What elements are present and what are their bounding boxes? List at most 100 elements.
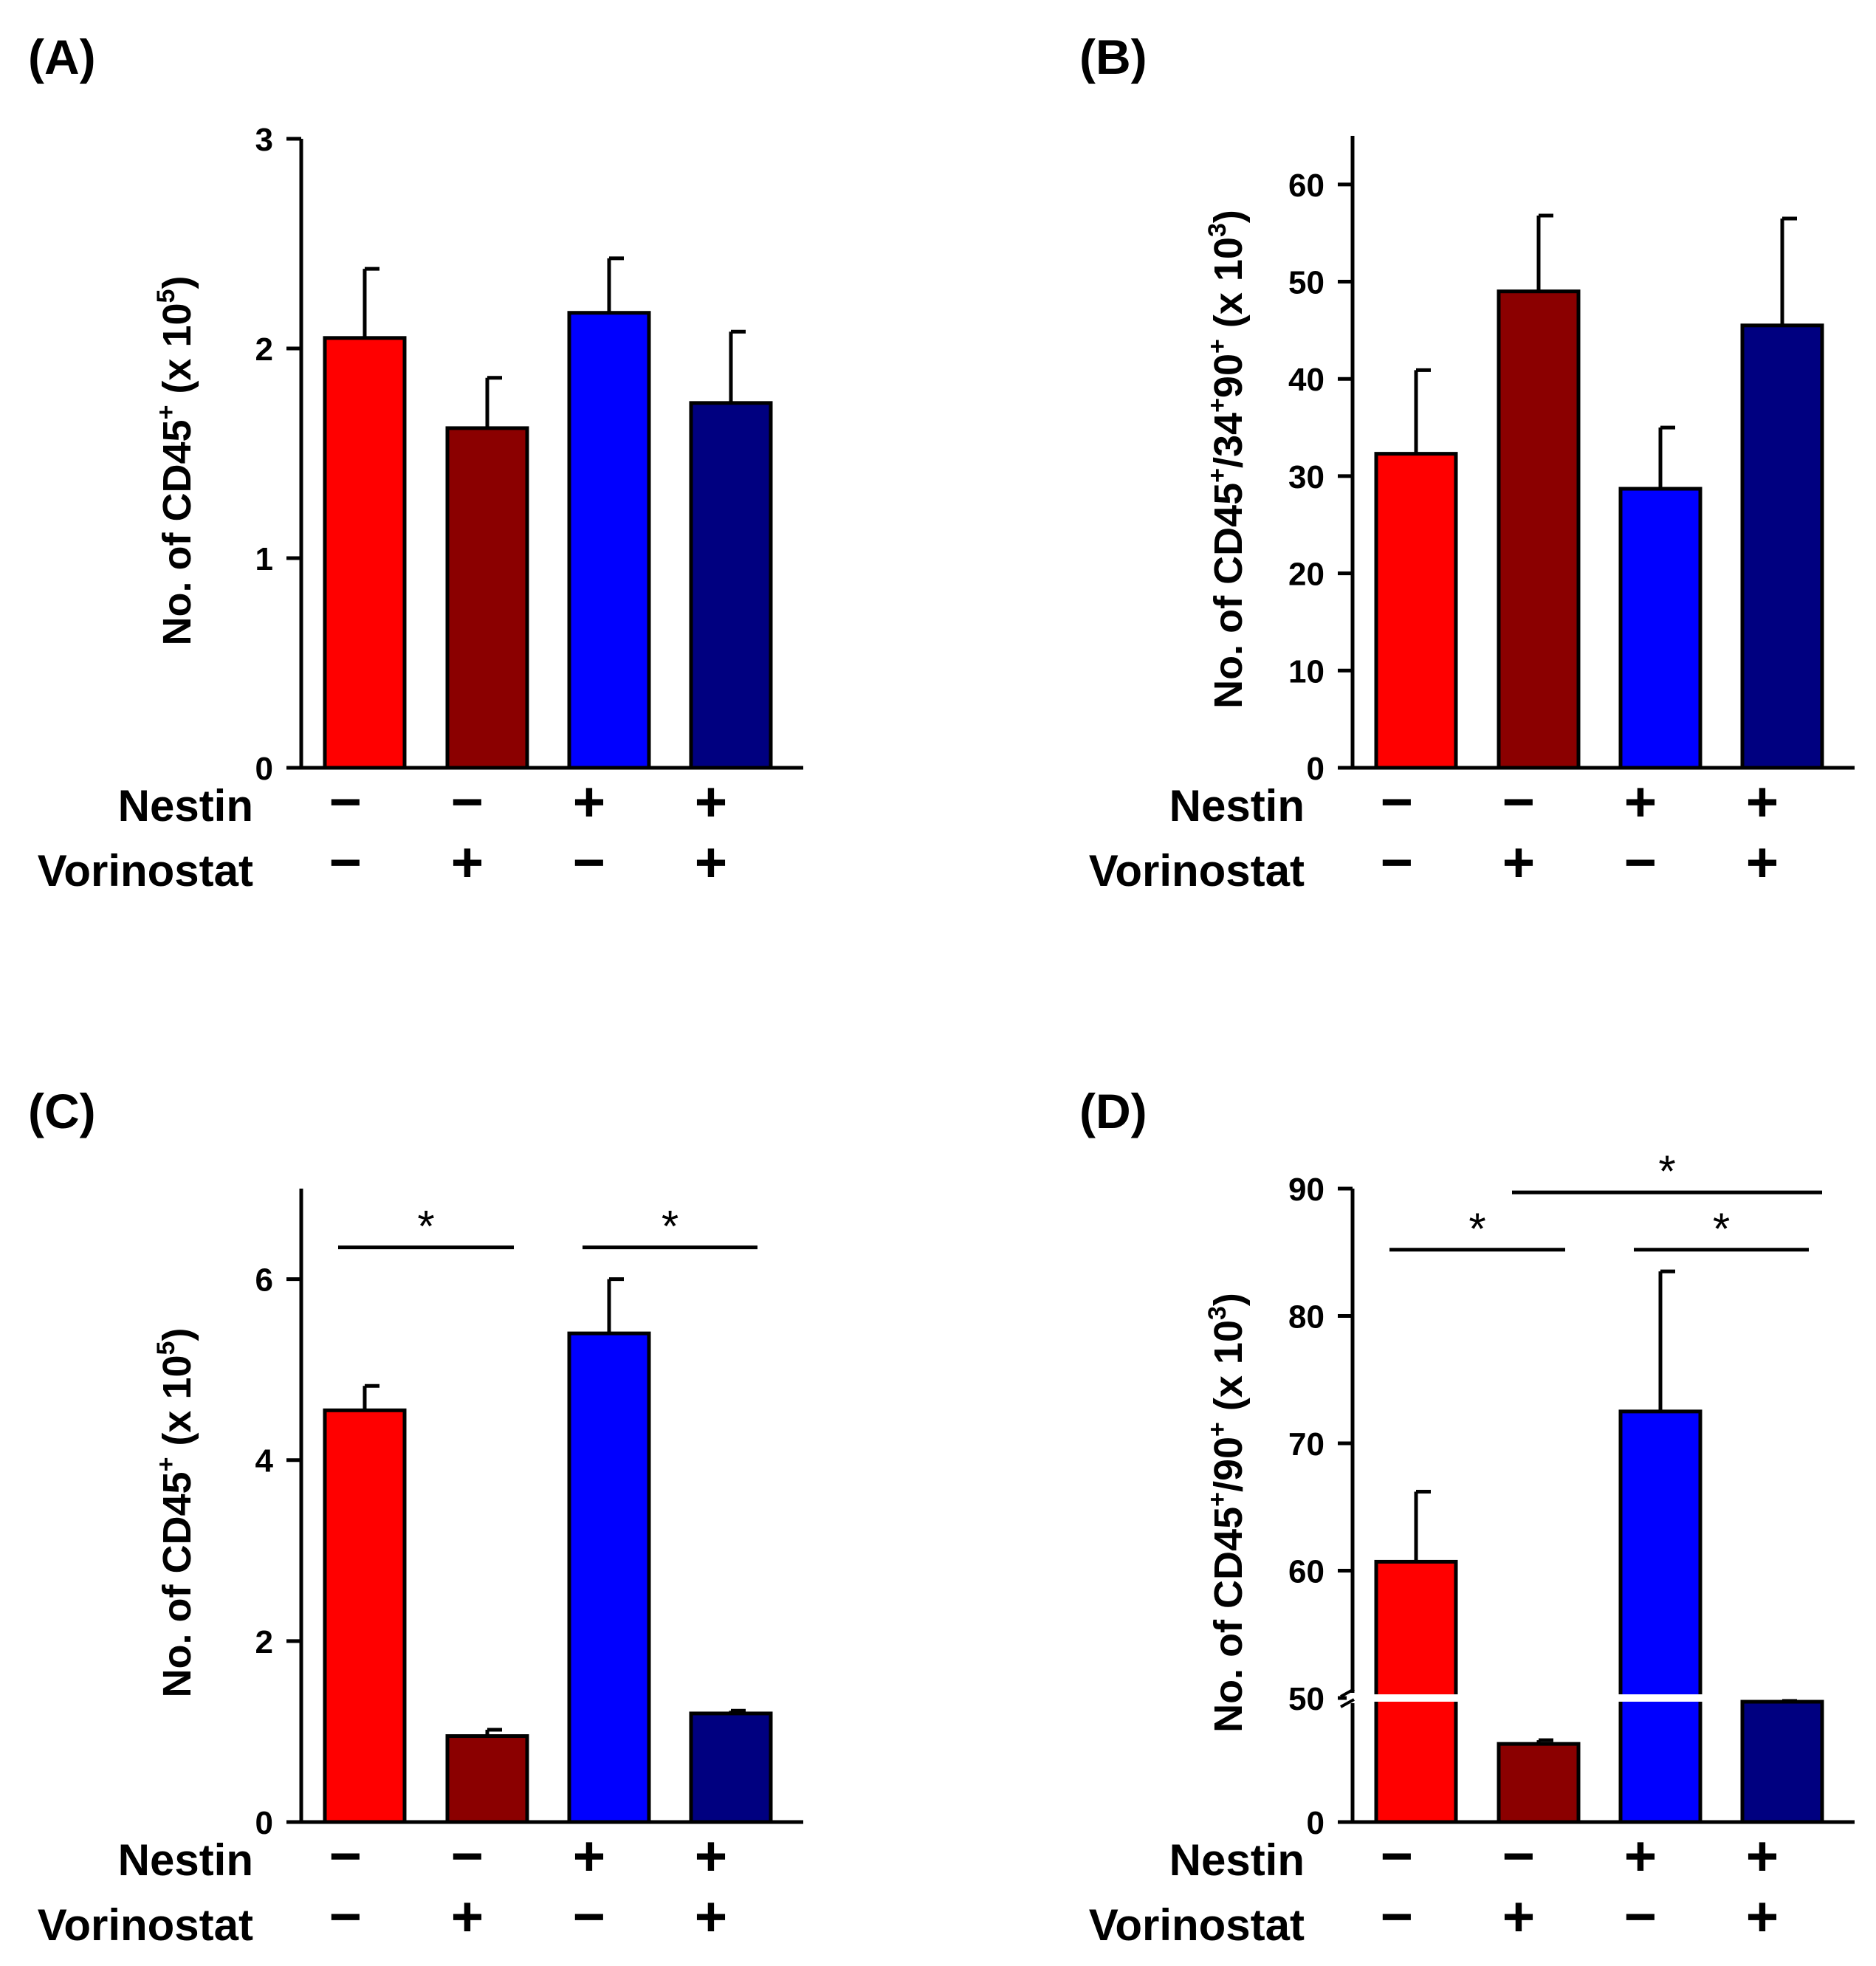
- y-axis-label-part: No. of CD45: [155, 419, 199, 645]
- vorinostat-sign: −: [1624, 1886, 1657, 1948]
- row-label-nestin: Nestin: [118, 781, 253, 831]
- bar: [1740, 323, 1824, 770]
- significance-star: *: [1658, 1147, 1675, 1196]
- y-axis-label-part: (x 10: [155, 303, 199, 405]
- y-axis-label-part: ): [155, 276, 199, 289]
- nestin-sign: +: [1746, 1825, 1779, 1888]
- y-axis-label-superscript: +: [1203, 1422, 1231, 1437]
- bar: [567, 1331, 651, 1824]
- vorinostat-sign: +: [1502, 1886, 1535, 1948]
- y-tick-label: 2: [255, 331, 273, 368]
- y-axis-label-part: No. of CD45: [1206, 1507, 1251, 1733]
- y-axis-label-superscript: 3: [1203, 223, 1231, 237]
- y-tick-label: 10: [1288, 653, 1324, 690]
- bar: [445, 1734, 529, 1824]
- vorinostat-sign: +: [695, 831, 727, 894]
- vorinostat-sign: −: [329, 1886, 362, 1948]
- y-axis-label-part: No. of CD45: [1206, 483, 1251, 709]
- y-axis-label-part: (x 10: [1206, 1320, 1251, 1422]
- y-tick-label: 0: [1307, 1805, 1324, 1841]
- y-axis-label: No. of CD45+/90+ (x 103): [1203, 1293, 1251, 1733]
- y-axis-label-part: /90: [1206, 1437, 1251, 1492]
- axis-break-mark: [1340, 1698, 1355, 1708]
- vorinostat-sign: −: [573, 1886, 605, 1948]
- vorinostat-sign: −: [573, 831, 605, 894]
- y-axis-label-superscript: 5: [152, 1341, 180, 1355]
- y-tick-label: 90: [1288, 1172, 1324, 1208]
- nestin-sign: −: [451, 771, 484, 834]
- y-tick-label: 1: [255, 541, 273, 577]
- bar: [1740, 1699, 1824, 1824]
- bar: [1497, 1742, 1581, 1824]
- bar: [689, 401, 773, 770]
- bar: [1374, 452, 1458, 770]
- nestin-sign: +: [1624, 1825, 1657, 1888]
- y-axis-label-part: ): [1206, 210, 1251, 223]
- y-tick-label: 0: [1307, 751, 1324, 787]
- bar: [323, 1408, 407, 1824]
- y-tick-label: 30: [1288, 459, 1324, 495]
- y-tick-label: 4: [255, 1443, 274, 1479]
- vorinostat-sign: +: [1746, 1886, 1779, 1948]
- bar: [323, 336, 407, 770]
- y-tick-label: 6: [255, 1262, 273, 1299]
- nestin-sign: −: [1381, 771, 1413, 834]
- vorinostat-sign: +: [451, 831, 484, 894]
- y-tick-label: 40: [1288, 362, 1324, 398]
- y-axis-label-superscript: +: [152, 1457, 180, 1472]
- y-tick-label: 2: [255, 1624, 273, 1660]
- y-axis-label-part: ): [1206, 1293, 1251, 1306]
- y-tick-label: 0: [255, 751, 273, 787]
- y-axis-label-part: 90: [1206, 354, 1251, 398]
- bar: [1497, 289, 1581, 770]
- nestin-sign: +: [1624, 771, 1657, 834]
- nestin-sign: −: [1502, 771, 1535, 834]
- y-axis-label-superscript: +: [152, 405, 180, 420]
- nestin-sign: −: [1502, 1825, 1535, 1888]
- y-axis-label: No. of CD45+ (x 105): [152, 276, 199, 646]
- nestin-sign: −: [451, 1825, 484, 1888]
- y-axis-label-superscript: 3: [1203, 1306, 1231, 1320]
- row-label-vorinostat: Vorinostat: [1089, 1900, 1305, 1950]
- significance-star: *: [662, 1202, 678, 1251]
- y-tick-label: 0: [255, 1805, 273, 1841]
- row-label-vorinostat: Vorinostat: [38, 846, 253, 896]
- y-axis-label-superscript: +: [1203, 468, 1231, 483]
- y-axis-label-part: (x 10: [155, 1355, 199, 1457]
- bar: [1374, 1559, 1458, 1824]
- nestin-sign: +: [1746, 771, 1779, 834]
- nestin-sign: +: [573, 771, 605, 834]
- nestin-sign: +: [695, 771, 727, 834]
- nestin-sign: −: [329, 771, 362, 834]
- y-tick-label: 50: [1288, 1681, 1324, 1717]
- y-tick-label: 3: [255, 122, 273, 158]
- y-axis-label-part: /34: [1206, 413, 1251, 468]
- y-tick-label: 60: [1288, 1554, 1324, 1590]
- significance-star: *: [1713, 1204, 1730, 1254]
- vorinostat-sign: −: [329, 831, 362, 894]
- nestin-sign: −: [329, 1825, 362, 1888]
- row-label-vorinostat: Vorinostat: [38, 1900, 253, 1950]
- bar-break-gap: [1618, 1694, 1703, 1702]
- y-axis-label-part: ): [155, 1328, 199, 1341]
- axis-break-mark: [1340, 1688, 1355, 1698]
- row-label-vorinostat: Vorinostat: [1089, 846, 1305, 896]
- nestin-sign: +: [573, 1825, 605, 1888]
- y-tick-label: 70: [1288, 1426, 1324, 1463]
- y-axis-label-superscript: +: [1203, 398, 1231, 413]
- y-axis-label-part: No. of CD45: [155, 1471, 199, 1697]
- panel-label: (D): [1079, 1084, 1147, 1138]
- bar: [1618, 1409, 1703, 1824]
- y-axis-label-superscript: +: [1203, 339, 1231, 354]
- bar: [1618, 487, 1703, 770]
- panel-label: (A): [28, 30, 96, 84]
- significance-star: *: [417, 1202, 434, 1251]
- vorinostat-sign: −: [1381, 831, 1413, 894]
- y-tick-label: 20: [1288, 557, 1324, 593]
- bar: [567, 311, 651, 770]
- vorinostat-sign: +: [451, 1886, 484, 1948]
- row-label-nestin: Nestin: [1169, 781, 1305, 831]
